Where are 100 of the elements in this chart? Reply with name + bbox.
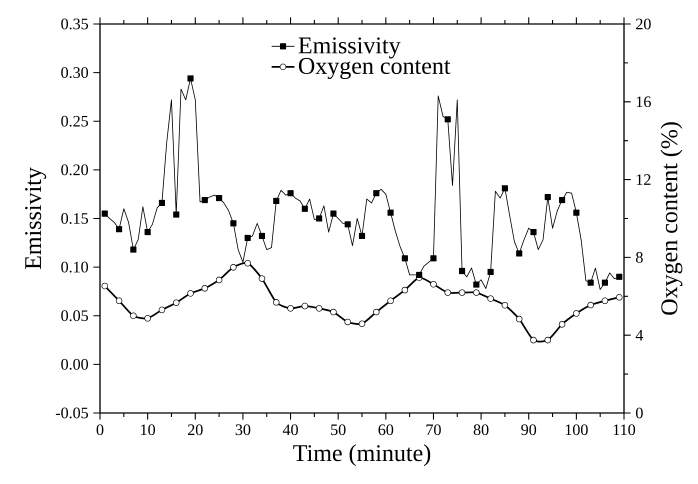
point: [302, 206, 308, 212]
point: [488, 268, 494, 276]
point: [516, 250, 522, 257]
point: [502, 185, 508, 192]
point: [273, 198, 280, 204]
point: [330, 210, 336, 217]
point: [416, 272, 422, 278]
point: [102, 282, 108, 290]
y-tick-label: 0.35: [61, 18, 88, 30]
point: [516, 316, 522, 322]
point: [602, 280, 608, 286]
legend-label: Oxygen content: [298, 58, 450, 80]
point: [130, 312, 137, 320]
y2-tick-label: 20: [636, 18, 651, 30]
point: [402, 255, 408, 262]
x-tick-label: 90: [521, 424, 536, 436]
point: [144, 315, 151, 322]
y-tick-label: 0.05: [61, 310, 88, 322]
point: [244, 260, 251, 266]
point: [458, 289, 466, 296]
x-tick-label: 0: [96, 424, 104, 436]
y-tick-label: 0.20: [61, 164, 88, 176]
point: [602, 297, 608, 304]
point: [544, 194, 551, 200]
point: [344, 318, 351, 326]
x-tick-label: 30: [236, 424, 250, 436]
point: [588, 280, 594, 286]
point: [316, 215, 322, 222]
point: [158, 306, 166, 314]
point: [530, 336, 537, 344]
x-tick-label: 20: [188, 424, 203, 436]
point: [302, 302, 308, 310]
point: [473, 289, 480, 296]
x-tick-label: 50: [331, 424, 346, 436]
y-axis-title: Emissivity: [25, 167, 46, 270]
point: [373, 308, 380, 316]
point: [387, 297, 394, 304]
point: [187, 290, 194, 297]
y-tick-label: 0.00: [61, 358, 88, 370]
point: [444, 116, 451, 122]
point: [202, 285, 208, 292]
x-tick-label: 100: [566, 424, 588, 436]
y2-tick-label: 16: [636, 96, 651, 108]
point: [216, 276, 222, 284]
y-tick-label: 0.30: [61, 67, 88, 78]
x-tick-label: 80: [474, 424, 488, 436]
x-tick-label: 60: [378, 424, 394, 436]
point: [388, 210, 394, 216]
point: [358, 232, 366, 240]
point: [587, 302, 594, 308]
point: [258, 275, 266, 282]
point: [544, 336, 552, 344]
x-axis-title: Time (minute): [293, 444, 430, 466]
x-tick-label: 10: [141, 424, 156, 436]
point: [616, 294, 623, 301]
point: [502, 302, 508, 308]
y2-axis-title: Oxygen content (%): [660, 122, 682, 315]
y2-tick-label: 0: [636, 408, 643, 418]
point: [344, 221, 351, 228]
y-tick-label: 0.25: [61, 116, 88, 127]
point: [430, 280, 437, 288]
y-tick-label: 0.15: [61, 213, 88, 224]
point: [402, 286, 408, 294]
point: [216, 195, 222, 202]
point: [487, 295, 494, 302]
point: [373, 190, 380, 196]
point: [530, 229, 537, 236]
y2-tick-label: 8: [636, 252, 643, 263]
point: [244, 234, 251, 241]
point: [316, 305, 322, 312]
point: [102, 210, 108, 217]
point: [559, 196, 566, 204]
point: [230, 264, 237, 271]
point: [358, 320, 366, 327]
point: [144, 229, 151, 236]
y-tick-label: -0.05: [56, 408, 88, 418]
point: [558, 321, 566, 328]
point: [287, 190, 294, 196]
point: [130, 246, 136, 253]
point: [187, 75, 194, 82]
x-tick-label: 110: [614, 424, 636, 436]
legend-label: Emissivity: [298, 37, 401, 58]
x-tick-label: 40: [282, 424, 298, 436]
point: [116, 297, 122, 304]
point: [116, 226, 122, 232]
y2-tick-label: 12: [636, 174, 650, 185]
y-tick-label: 0.10: [61, 262, 88, 273]
point: [573, 310, 580, 317]
point: [444, 289, 452, 296]
y2-tick-label: 4: [636, 330, 644, 340]
point: [458, 268, 466, 274]
point: [202, 196, 208, 204]
point: [616, 274, 622, 280]
point: [230, 220, 236, 226]
point: [172, 299, 180, 306]
point: [258, 232, 266, 240]
point: [173, 212, 180, 218]
point: [272, 299, 280, 306]
point: [573, 210, 580, 216]
point: [158, 200, 165, 206]
